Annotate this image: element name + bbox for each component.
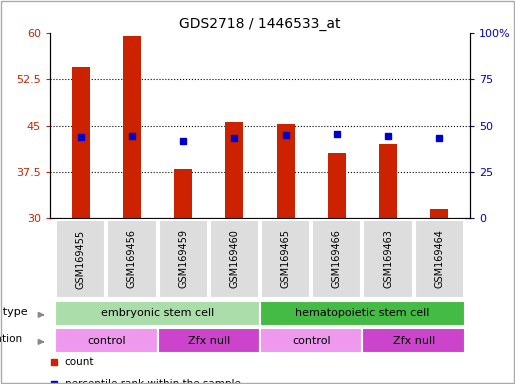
Text: embryonic stem cell: embryonic stem cell bbox=[101, 308, 214, 318]
Bar bbox=[364, 220, 413, 298]
Bar bbox=[56, 220, 105, 298]
Bar bbox=[260, 301, 465, 326]
Bar bbox=[379, 144, 397, 218]
Bar bbox=[312, 220, 362, 298]
Bar bbox=[55, 328, 158, 353]
Bar bbox=[158, 328, 260, 353]
Text: count: count bbox=[65, 358, 94, 367]
Text: percentile rank within the sample: percentile rank within the sample bbox=[65, 379, 241, 384]
Text: control: control bbox=[87, 336, 126, 346]
Bar bbox=[107, 220, 157, 298]
Bar bbox=[431, 209, 448, 218]
Text: Zfx null: Zfx null bbox=[187, 336, 230, 346]
Text: hematopoietic stem cell: hematopoietic stem cell bbox=[295, 308, 430, 318]
Text: genotype/variation: genotype/variation bbox=[0, 334, 23, 344]
Bar bbox=[328, 153, 346, 218]
Bar bbox=[415, 220, 464, 298]
Text: GSM169459: GSM169459 bbox=[178, 230, 188, 288]
Bar bbox=[159, 220, 208, 298]
Title: GDS2718 / 1446533_at: GDS2718 / 1446533_at bbox=[179, 17, 341, 31]
Bar bbox=[277, 124, 295, 218]
Text: control: control bbox=[292, 336, 331, 346]
Bar bbox=[261, 220, 310, 298]
Text: GSM169465: GSM169465 bbox=[281, 230, 290, 288]
Text: cell type: cell type bbox=[0, 307, 27, 317]
Bar bbox=[226, 122, 244, 218]
Text: GSM169456: GSM169456 bbox=[127, 230, 137, 288]
Bar bbox=[363, 328, 465, 353]
Bar bbox=[174, 169, 192, 218]
Text: Zfx null: Zfx null bbox=[392, 336, 435, 346]
Text: GSM169460: GSM169460 bbox=[229, 230, 239, 288]
Bar bbox=[210, 220, 259, 298]
Text: GSM169464: GSM169464 bbox=[434, 230, 444, 288]
Bar bbox=[72, 67, 90, 218]
Text: GSM169455: GSM169455 bbox=[76, 229, 85, 288]
Text: GSM169466: GSM169466 bbox=[332, 230, 342, 288]
Bar bbox=[55, 301, 260, 326]
Bar bbox=[123, 36, 141, 218]
Text: GSM169463: GSM169463 bbox=[383, 230, 393, 288]
Bar bbox=[260, 328, 363, 353]
